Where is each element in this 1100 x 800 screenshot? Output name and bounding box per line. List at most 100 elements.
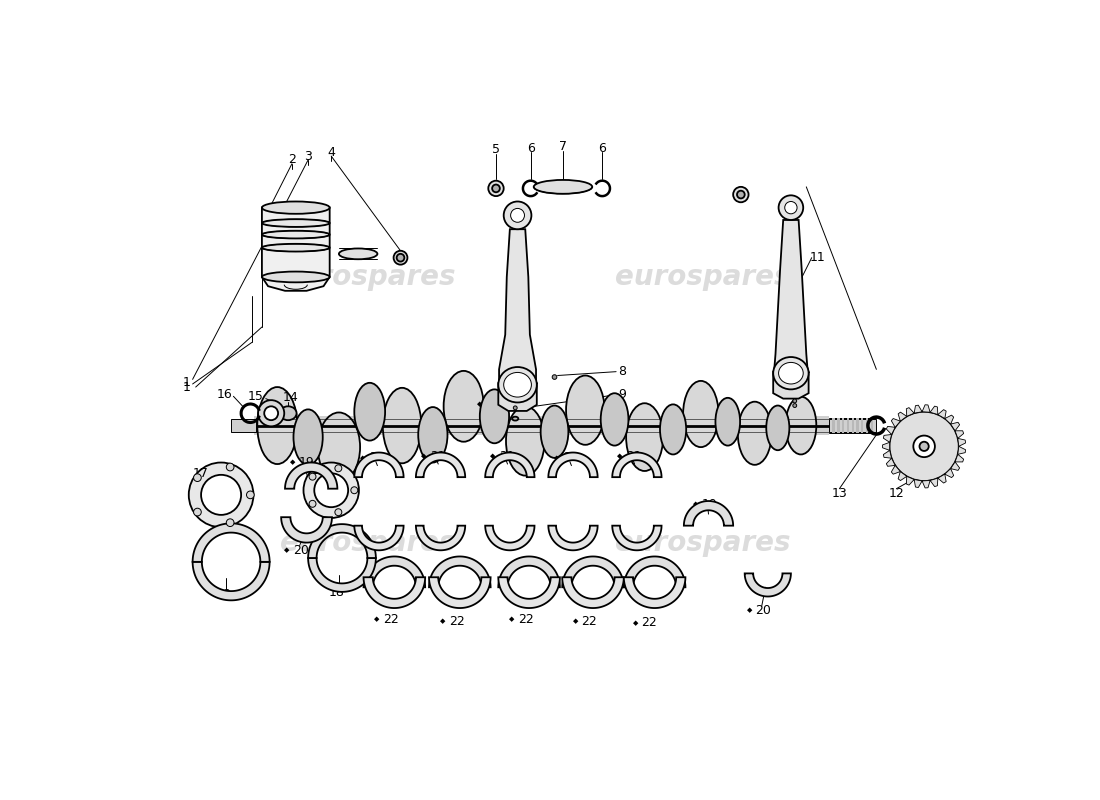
- Polygon shape: [354, 453, 404, 477]
- Ellipse shape: [262, 244, 330, 251]
- Circle shape: [793, 404, 796, 407]
- Text: ◆: ◆: [617, 454, 623, 459]
- Ellipse shape: [498, 367, 537, 402]
- Ellipse shape: [339, 249, 377, 259]
- Polygon shape: [938, 474, 946, 483]
- Ellipse shape: [566, 375, 605, 445]
- Polygon shape: [262, 208, 330, 291]
- Polygon shape: [192, 523, 270, 562]
- Text: 10: 10: [486, 398, 502, 410]
- Text: 21: 21: [499, 450, 515, 463]
- Polygon shape: [485, 526, 535, 550]
- Circle shape: [514, 406, 517, 410]
- Text: ◆: ◆: [491, 454, 496, 459]
- Polygon shape: [958, 438, 966, 446]
- Text: ◆: ◆: [421, 454, 427, 459]
- Circle shape: [488, 181, 504, 196]
- Circle shape: [246, 491, 254, 498]
- Ellipse shape: [773, 357, 808, 390]
- Bar: [856, 418, 859, 434]
- Text: 2: 2: [288, 154, 296, 166]
- Polygon shape: [898, 471, 906, 481]
- Polygon shape: [562, 557, 624, 587]
- Polygon shape: [931, 478, 938, 486]
- Text: 13: 13: [832, 487, 847, 500]
- Polygon shape: [938, 410, 946, 418]
- Polygon shape: [548, 453, 597, 477]
- Ellipse shape: [506, 406, 544, 476]
- Ellipse shape: [534, 180, 592, 194]
- Polygon shape: [285, 462, 338, 489]
- Polygon shape: [950, 422, 959, 430]
- Polygon shape: [955, 430, 964, 438]
- Bar: [842, 418, 845, 434]
- Circle shape: [920, 442, 928, 451]
- Bar: [833, 418, 835, 434]
- Text: 5: 5: [492, 143, 500, 157]
- Circle shape: [552, 374, 557, 379]
- Polygon shape: [562, 578, 624, 608]
- Polygon shape: [945, 415, 954, 424]
- Text: ◆: ◆: [440, 618, 446, 624]
- Text: 22: 22: [641, 616, 658, 629]
- Ellipse shape: [683, 381, 718, 447]
- Circle shape: [779, 195, 803, 220]
- Polygon shape: [887, 426, 895, 434]
- Polygon shape: [498, 578, 560, 608]
- Bar: [254, 416, 829, 435]
- Text: eurospares: eurospares: [279, 529, 455, 557]
- Bar: [851, 418, 854, 434]
- Polygon shape: [624, 578, 685, 608]
- Bar: [231, 418, 255, 433]
- Ellipse shape: [660, 404, 686, 454]
- Polygon shape: [498, 557, 560, 587]
- Circle shape: [784, 202, 798, 214]
- Polygon shape: [774, 220, 807, 373]
- Text: 9: 9: [618, 388, 626, 402]
- Text: 20: 20: [293, 544, 309, 557]
- Polygon shape: [883, 434, 891, 442]
- Ellipse shape: [785, 397, 816, 454]
- Text: 16: 16: [217, 388, 233, 402]
- Text: 21: 21: [563, 451, 579, 464]
- Text: 20: 20: [756, 604, 771, 617]
- Text: ◆: ◆: [747, 607, 752, 614]
- Text: 1: 1: [183, 376, 190, 389]
- Text: 18: 18: [216, 589, 231, 602]
- Circle shape: [394, 250, 407, 265]
- Polygon shape: [282, 517, 332, 542]
- Text: 19: 19: [299, 456, 315, 469]
- Circle shape: [227, 519, 234, 526]
- Ellipse shape: [513, 417, 518, 421]
- Text: ◆: ◆: [360, 455, 365, 461]
- Text: eurospares: eurospares: [279, 263, 455, 291]
- Text: ◆: ◆: [509, 617, 515, 622]
- Polygon shape: [931, 406, 938, 414]
- Text: 6: 6: [598, 142, 606, 155]
- Text: ◆: ◆: [573, 618, 578, 624]
- Polygon shape: [416, 453, 465, 477]
- Circle shape: [504, 202, 531, 230]
- Text: 17: 17: [311, 465, 327, 478]
- Ellipse shape: [262, 202, 330, 214]
- Circle shape: [793, 399, 796, 403]
- Polygon shape: [891, 466, 900, 474]
- Polygon shape: [363, 557, 425, 587]
- Circle shape: [227, 463, 234, 471]
- Bar: [866, 418, 868, 434]
- Polygon shape: [887, 458, 895, 466]
- Text: 22: 22: [449, 614, 465, 628]
- Polygon shape: [429, 557, 491, 587]
- Bar: [847, 418, 849, 434]
- Ellipse shape: [504, 373, 531, 397]
- Circle shape: [913, 435, 935, 457]
- Text: 4: 4: [328, 146, 336, 158]
- Text: 12: 12: [889, 487, 904, 500]
- Polygon shape: [914, 479, 922, 487]
- Polygon shape: [891, 418, 900, 427]
- Circle shape: [309, 500, 316, 507]
- Text: eurospares: eurospares: [615, 529, 790, 557]
- Ellipse shape: [767, 406, 790, 450]
- Text: ◆: ◆: [284, 547, 289, 554]
- Polygon shape: [548, 526, 597, 550]
